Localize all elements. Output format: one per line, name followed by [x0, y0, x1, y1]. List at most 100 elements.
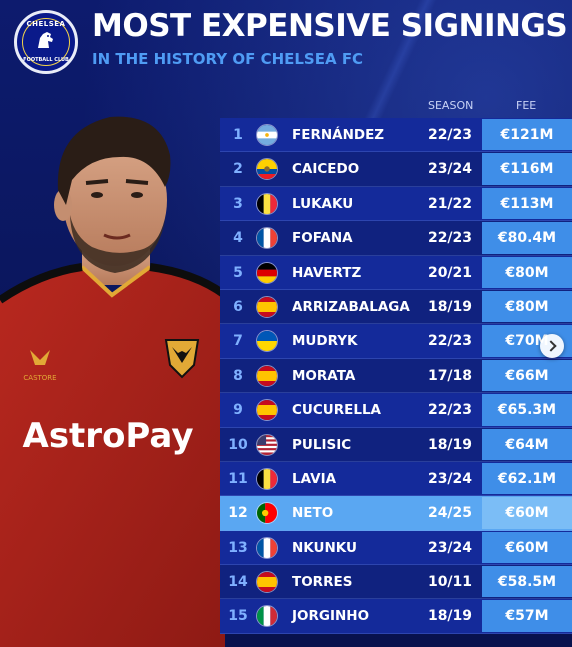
player-name: FOFANA: [292, 230, 353, 247]
belgium-flag-icon: [256, 467, 278, 490]
table-row: 5 HAVERTZ 20/21 €80M: [220, 255, 572, 290]
season-value: 22/23: [427, 402, 473, 419]
italy-flag-icon: [256, 605, 278, 628]
season-value: 23/24: [427, 161, 473, 178]
player-name: LUKAKU: [292, 195, 354, 212]
france-flag-icon: [256, 227, 278, 250]
page-subtitle: IN THE HISTORY OF CHELSEA FC: [92, 50, 364, 68]
table-row: 11 LAVIA 23/24 €62.1M: [220, 461, 572, 497]
table-row: 13 NKUNKU 23/24 €60M: [220, 530, 572, 566]
page-title: MOST EXPENSIVE SIGNINGS: [92, 8, 568, 44]
france-flag-icon: [256, 536, 278, 559]
argentina-flag-icon: [256, 124, 278, 146]
table-row: 4 FOFANA 22/23 €80.4M: [220, 221, 572, 256]
fee-value: €80M: [482, 256, 572, 288]
rank-number: 15: [228, 608, 248, 625]
season-value: 22/23: [427, 127, 473, 143]
rank-number: 9: [233, 402, 243, 419]
season-value: 10/11: [427, 574, 473, 591]
player-photo: CASTORE AstroPay: [0, 116, 225, 647]
season-value: 22/23: [427, 230, 473, 247]
fee-value: €62.1M: [482, 462, 572, 495]
germany-flag-icon: [256, 261, 278, 284]
player-name: MUDRYK: [292, 333, 358, 350]
rank-number: 10: [228, 436, 248, 453]
rank-number: 14: [228, 574, 248, 591]
crest-bottom-text: FOOTBALL CLUB: [23, 57, 69, 63]
table-row: 3 LUKAKU 21/22 €113M: [220, 186, 572, 222]
rank-number: 5: [233, 264, 243, 281]
next-slide-arrow-icon[interactable]: [540, 334, 564, 358]
season-value: 17/18: [427, 367, 473, 384]
season-value: 22/23: [427, 333, 473, 350]
rank-number: 2: [233, 161, 243, 178]
rank-number: 4: [233, 230, 243, 247]
season-value: 20/21: [427, 264, 473, 281]
player-name: LAVIA: [292, 470, 337, 487]
season-value: 23/24: [427, 470, 473, 487]
rank-number: 7: [233, 333, 243, 350]
table-row: 8 MORATA 17/18 €66M: [220, 358, 572, 394]
fee-value: €60M: [482, 497, 572, 529]
spain-flag-icon: [256, 364, 278, 387]
fee-value: €57M: [482, 600, 572, 632]
table-row: 14 TORRES 10/11 €58.5M: [220, 565, 572, 600]
player-name: ARRIZABALAGA: [292, 298, 410, 315]
player-name: TORRES: [292, 574, 353, 591]
table-row: 7 MUDRYK 22/23 €70M: [220, 324, 572, 359]
season-value: 24/25: [427, 505, 473, 522]
player-name: FERNÁNDEZ: [292, 127, 385, 143]
crest-top-text: CHELSEA: [26, 20, 66, 28]
fee-value: €60M: [482, 531, 572, 564]
rank-number: 13: [228, 539, 248, 556]
usa-flag-icon: [256, 433, 278, 456]
player-name: NETO: [292, 505, 334, 522]
spain-flag-icon: [256, 571, 278, 594]
table-row: 15 JORGINHO 18/19 €57M: [220, 599, 572, 634]
fee-value: €113M: [482, 187, 572, 220]
season-value: 18/19: [427, 608, 473, 625]
table-row: 6 ARRIZABALAGA 18/19 €80M: [220, 289, 572, 325]
rank-number: 1: [233, 127, 243, 143]
rank-number: 3: [233, 195, 243, 212]
fee-column-header: FEE: [516, 99, 537, 112]
ukraine-flag-icon: [256, 330, 278, 353]
crest-ring: [22, 18, 70, 66]
rank-number: 8: [233, 367, 243, 384]
player-name: JORGINHO: [292, 608, 370, 625]
season-value: 18/19: [427, 298, 473, 315]
spain-flag-icon: [256, 399, 278, 422]
kit-brand-text: CASTORE: [23, 374, 56, 382]
fee-value: €66M: [482, 359, 572, 392]
fee-value: €80.4M: [482, 222, 572, 254]
table-row: 9 CUCURELLA 22/23 €65.3M: [220, 393, 572, 428]
table-row-highlighted: 12 NETO 24/25 €60M: [220, 496, 572, 531]
sponsor-text: AstroPay: [23, 416, 194, 456]
rank-number: 12: [228, 505, 248, 522]
table-row: 10 PULISIC 18/19 €64M: [220, 427, 572, 462]
table-row: 2 CAICEDO 23/24 €116M: [220, 152, 572, 187]
season-value: 23/24: [427, 539, 473, 556]
signings-table: 1 FERNÁNDEZ 22/23 €121M 2 CAICEDO 23/24 …: [220, 118, 572, 634]
fee-value: €80M: [482, 290, 572, 323]
fee-value: €116M: [482, 153, 572, 185]
season-column-header: SEASON: [428, 99, 474, 112]
rank-number: 11: [228, 470, 248, 487]
belgium-flag-icon: [256, 192, 278, 215]
ecuador-flag-icon: [256, 158, 278, 181]
spain-flag-icon: [256, 295, 278, 318]
player-name: HAVERTZ: [292, 264, 362, 281]
rank-number: 6: [233, 298, 243, 315]
fee-value: €121M: [482, 119, 572, 151]
fee-value: €58.5M: [482, 566, 572, 598]
table-row: 1 FERNÁNDEZ 22/23 €121M: [220, 118, 572, 153]
fee-value: €65.3M: [482, 394, 572, 426]
player-name: CUCURELLA: [292, 402, 382, 419]
season-value: 18/19: [427, 436, 473, 453]
lion-icon: [38, 32, 53, 48]
player-name: MORATA: [292, 367, 356, 384]
player-name: CAICEDO: [292, 161, 360, 178]
season-value: 21/22: [427, 195, 473, 212]
fee-value: €64M: [482, 428, 572, 460]
player-name: PULISIC: [292, 436, 352, 453]
